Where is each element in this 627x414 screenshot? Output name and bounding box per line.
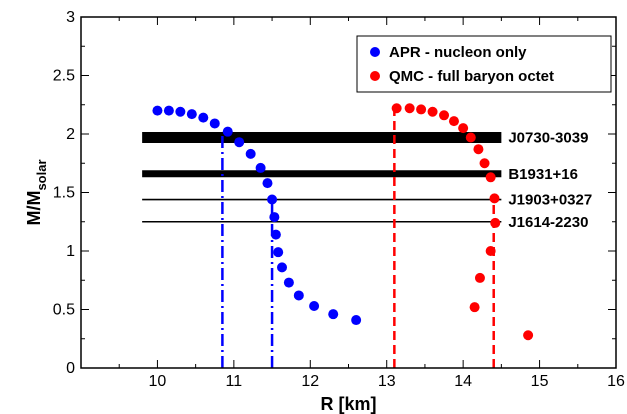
apr-data-point xyxy=(262,178,273,189)
y-tick-label: 3 xyxy=(66,9,75,26)
pulsar-label: J1903+0327 xyxy=(508,192,592,209)
apr-data-point xyxy=(234,137,245,148)
legend: APR - nucleon only QMC - full baryon oct… xyxy=(356,35,612,93)
qmc-data-point xyxy=(391,103,402,114)
y-tick-label: 0.5 xyxy=(53,302,75,319)
apr-data-point xyxy=(273,247,284,258)
qmc-data-point xyxy=(404,103,415,114)
apr-data-point xyxy=(293,290,304,301)
apr-data-point xyxy=(209,118,220,129)
apr-data-point xyxy=(309,300,320,311)
y-tick-label: 1 xyxy=(66,243,75,260)
x-tick-label: 15 xyxy=(531,373,549,390)
qmc-data-point xyxy=(448,116,459,127)
apr-data-point xyxy=(222,126,233,137)
apr-data-point xyxy=(328,309,339,320)
apr-data-point xyxy=(175,106,186,117)
legend-box xyxy=(356,35,612,93)
pulsar-label: J1614-2230 xyxy=(508,214,588,231)
y-axis-title-subscript: solar xyxy=(34,159,49,190)
y-tick-label: 0 xyxy=(66,360,75,377)
qmc-data-point xyxy=(416,104,427,115)
qmc-data-point xyxy=(490,217,501,228)
y-tick-label: 2 xyxy=(66,126,75,143)
x-tick-label: 16 xyxy=(607,373,625,390)
pulsar-label: B1931+16 xyxy=(508,166,578,183)
pulsar-band-layer xyxy=(142,132,502,223)
apr-data-point xyxy=(152,105,163,116)
x-tick-label: 10 xyxy=(149,373,167,390)
legend-label-apr: APR - nucleon only xyxy=(389,44,527,61)
apr-data-point xyxy=(245,148,256,159)
legend-label-qmc: QMC - full baryon octet xyxy=(389,68,554,85)
x-tick-label: 12 xyxy=(301,373,319,390)
x-tick-label: 14 xyxy=(454,373,472,390)
apr-data-point xyxy=(186,109,197,120)
legend-marker-apr xyxy=(370,47,380,57)
qmc-data-point xyxy=(458,123,469,134)
qmc-data-point xyxy=(485,246,496,256)
apr-data-point xyxy=(198,112,209,123)
qmc-data-point xyxy=(489,193,500,204)
apr-data-point xyxy=(269,212,280,223)
x-tick-label: 13 xyxy=(378,373,396,390)
apr-data-point xyxy=(267,194,278,205)
y-axis-title-main: M/M xyxy=(24,191,44,226)
x-axis-title: R [km] xyxy=(320,394,376,414)
apr-data-point xyxy=(283,277,294,288)
svg-text:M/Msolar: M/Msolar xyxy=(24,159,49,225)
apr-data-point xyxy=(351,315,362,326)
y-tick-label: 1.5 xyxy=(53,185,75,202)
qmc-data-point xyxy=(474,272,485,283)
y-axis-title: M/Msolar xyxy=(24,159,49,225)
radius-marker-layer xyxy=(221,108,495,368)
qmc-data-point xyxy=(485,172,496,183)
qmc-data-point xyxy=(439,110,450,121)
plot-frame xyxy=(80,16,617,369)
apr-data-point xyxy=(255,162,266,173)
qmc-data-point xyxy=(427,106,438,117)
x-tick-label: 11 xyxy=(226,373,243,390)
pulsar-label: J0730-3039 xyxy=(508,130,588,147)
qmc-data-point xyxy=(465,132,476,143)
qmc-data-point xyxy=(479,158,490,169)
apr-data-point xyxy=(163,105,174,116)
y-tick-label: 2.5 xyxy=(53,68,75,85)
qmc-data-point xyxy=(523,330,534,341)
data-point-layer xyxy=(152,103,534,341)
qmc-data-point xyxy=(469,302,480,313)
apr-data-point xyxy=(270,229,281,240)
label-layer: 10 11 12 13 14 15 16 0 0.5 1 1.5 2 2.5 3 J0730-3039 B19… xyxy=(53,9,625,390)
apr-data-point xyxy=(277,262,288,273)
legend-marker-qmc xyxy=(370,71,380,81)
qmc-data-point xyxy=(473,144,484,155)
